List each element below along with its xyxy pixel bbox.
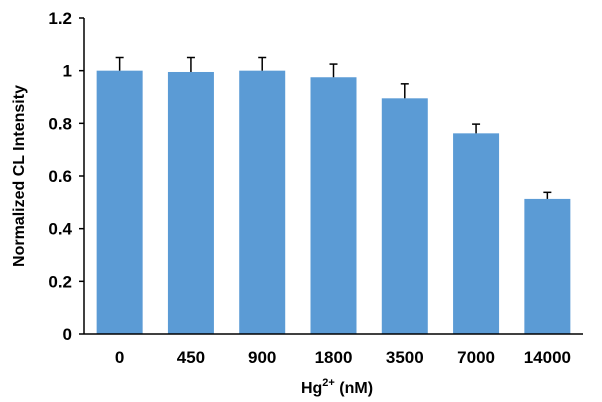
bars-layer — [96, 70, 571, 335]
bar-14000 — [524, 198, 571, 334]
x-ticks-layer: 0 450 900 1800 3500 7000 14000 — [115, 348, 571, 367]
bar-900 — [239, 70, 286, 335]
x-tick-label-3500: 3500 — [386, 348, 424, 367]
bar-3500 — [381, 98, 428, 334]
y-tick-label-0: 0 — [63, 325, 72, 344]
y-tick-label-0.8: 0.8 — [48, 114, 72, 133]
bar-450 — [167, 71, 214, 334]
x-axis-title: Hg2+ (nM) — [301, 377, 373, 397]
x-axis-title-superscript: 2+ — [322, 377, 335, 389]
x-tick-label-1800: 1800 — [315, 348, 353, 367]
y-axis-title: Normalized CL Intensity — [11, 85, 28, 267]
x-tick-label-0: 0 — [115, 348, 124, 367]
error-bars-layer — [115, 56, 552, 199]
x-axis-title-main: Hg — [301, 380, 322, 397]
x-tick-label-450: 450 — [177, 348, 205, 367]
y-tick-label-1: 1 — [63, 62, 72, 81]
bar-7000 — [453, 133, 500, 334]
x-tick-label-900: 900 — [248, 348, 276, 367]
y-tick-label-0.6: 0.6 — [48, 167, 72, 186]
bar-0 — [96, 70, 143, 335]
y-ticks-layer: 0 0.2 0.4 0.6 0.8 1 1.2 — [48, 9, 84, 344]
x-tick-label-7000: 7000 — [457, 348, 495, 367]
x-axis-title-unit: (nM) — [335, 380, 373, 397]
y-tick-label-1.2: 1.2 — [48, 9, 72, 28]
bar-1800 — [310, 77, 357, 334]
y-tick-label-0.4: 0.4 — [48, 220, 72, 239]
x-tick-label-14000: 14000 — [524, 348, 571, 367]
y-tick-label-0.2: 0.2 — [48, 272, 72, 291]
